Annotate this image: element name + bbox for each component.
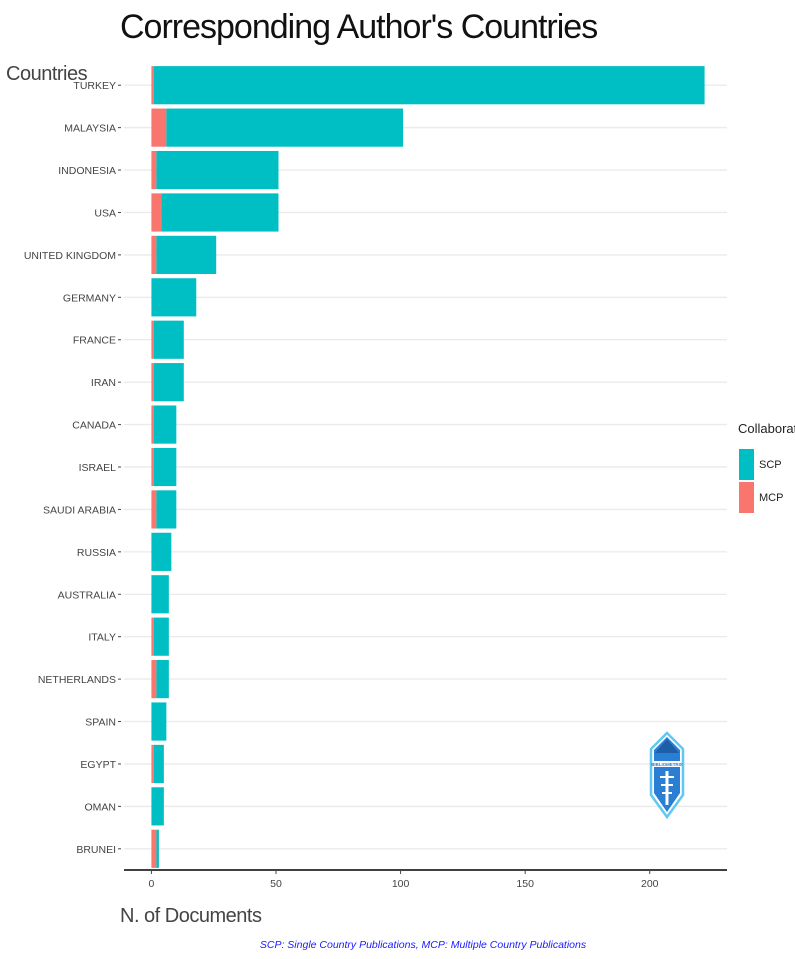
bar-scp-oman (151, 787, 164, 826)
x-axis-title: N. of Documents (120, 905, 262, 927)
bar-mcp-canada (151, 405, 154, 444)
x-tick-label-0: 0 (148, 878, 154, 890)
bar-mcp-france (151, 320, 154, 359)
bar-scp-egypt (153, 744, 164, 784)
y-tick-label-spain: SPAIN (85, 717, 116, 729)
legend-swatch-scp (739, 449, 754, 480)
y-tick-label-israel: ISRAEL (79, 462, 117, 474)
legend-title: Collaboration (738, 421, 795, 436)
bar-mcp-malaysia (151, 108, 167, 147)
y-axis-title: Countries (6, 63, 88, 85)
y-tick-label-saudi-arabia: SAUDI ARABIA (43, 504, 116, 516)
caption: SCP: Single Country Publications, MCP: M… (260, 939, 587, 951)
bar-mcp-egypt (151, 744, 154, 784)
bar-mcp-usa (151, 193, 162, 232)
bar-scp-israel (153, 447, 177, 487)
legend-label-scp: SCP (759, 459, 782, 471)
y-tick-label-turkey: TURKEY (73, 80, 116, 92)
bar-mcp-saudi-arabia (151, 490, 157, 529)
bar-scp-canada (153, 405, 177, 444)
y-tick-label-egypt: EGYPT (80, 759, 116, 771)
bar-scp-usa (161, 193, 279, 232)
y-tick-label-iran: IRAN (91, 377, 116, 389)
gridlines (124, 84, 727, 850)
bars (151, 66, 705, 868)
legend-label-mcp: MCP (759, 492, 783, 504)
bar-mcp-indonesia (151, 150, 157, 190)
y-tick-label-france: FRANCE (73, 335, 116, 347)
y-tick-label-canada: CANADA (72, 420, 116, 432)
bar-mcp-united-kingdom (151, 235, 157, 274)
y-tick-label-usa: USA (94, 207, 116, 219)
chart-title: Corresponding Author's Countries (120, 8, 597, 46)
bar-scp-germany (151, 278, 197, 317)
x-tick-label-200: 200 (641, 878, 659, 890)
x-axis-ticks: 0 50 100 150 200 (148, 870, 659, 890)
y-tick-label-germany: GERMANY (63, 292, 116, 304)
legend-swatch-mcp (739, 482, 754, 513)
x-tick-label-150: 150 (516, 878, 534, 890)
bibliometrix-logo-icon: BIBLIOMETRIX (649, 731, 685, 820)
bar-scp-iran (153, 363, 184, 402)
bar-mcp-turkey (151, 66, 154, 105)
y-tick-label-oman: OMAN (85, 801, 117, 813)
bar-scp-united-kingdom (156, 235, 217, 274)
bar-mcp-israel (151, 447, 154, 487)
bar-scp-australia (151, 575, 169, 614)
watermark-text: BIBLIOMETRIX (651, 762, 683, 767)
y-tick-label-russia: RUSSIA (77, 547, 116, 559)
y-axis-ticks: TURKEY MALAYSIA INDONESIA USA UNITED KINGDOM… (24, 80, 121, 856)
bar-scp-brunei (156, 829, 159, 868)
bar-scp-malaysia (166, 108, 404, 147)
bar-mcp-iran (151, 363, 154, 402)
bar-scp-spain (151, 702, 167, 741)
y-tick-label-australia: AUSTRALIA (58, 589, 116, 601)
y-tick-label-united-kingdom: UNITED KINGDOM (24, 250, 116, 262)
y-tick-label-netherlands: NETHERLANDS (38, 674, 116, 686)
bar-scp-indonesia (156, 150, 279, 190)
bar-scp-italy (153, 617, 169, 656)
x-tick-label-100: 100 (392, 878, 410, 890)
bar-scp-france (153, 320, 184, 359)
legend: Collaboration SCP MCP (738, 421, 795, 513)
y-tick-label-malaysia: MALAYSIA (64, 123, 116, 135)
y-tick-label-italy: ITALY (88, 632, 116, 644)
y-tick-label-indonesia: INDONESIA (58, 165, 116, 177)
bar-mcp-italy (151, 617, 154, 656)
y-tick-label-brunei: BRUNEI (76, 844, 116, 856)
bar-scp-netherlands (156, 660, 169, 699)
bar-mcp-netherlands (151, 660, 157, 699)
bar-mcp-brunei (151, 829, 157, 868)
bar-scp-saudi-arabia (156, 490, 177, 529)
bar-scp-turkey (153, 66, 705, 105)
x-tick-label-50: 50 (270, 878, 282, 890)
bar-scp-russia (151, 532, 172, 571)
